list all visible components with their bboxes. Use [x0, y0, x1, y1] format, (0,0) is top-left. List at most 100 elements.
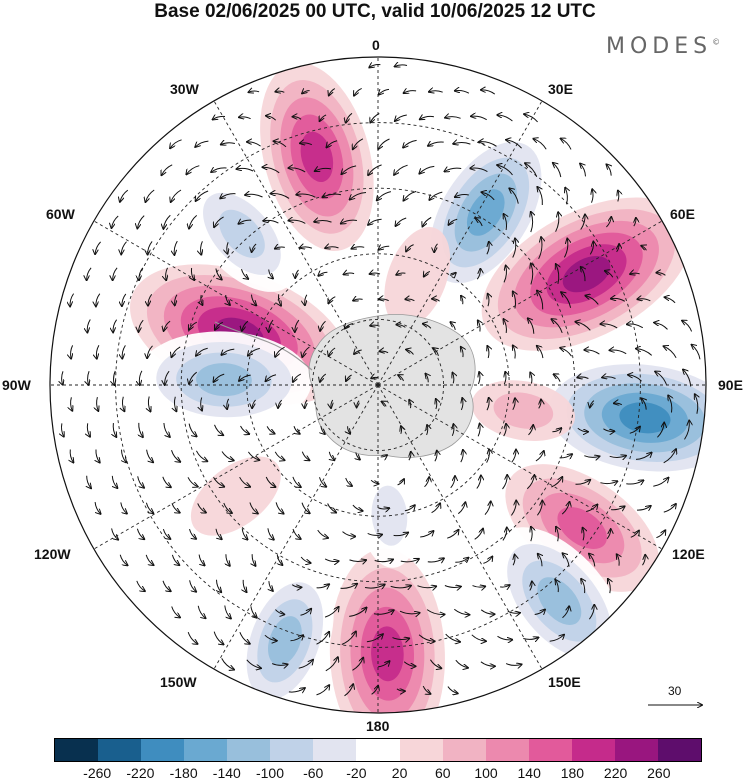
wind-vector — [341, 220, 357, 223]
wind-vector — [447, 530, 458, 539]
wind-vector — [252, 399, 256, 408]
wind-vector — [396, 273, 406, 275]
wind-vector — [630, 531, 639, 538]
wind-vector — [223, 502, 232, 513]
wind-vector — [275, 91, 285, 92]
wind-vector — [537, 291, 544, 310]
wind-vector — [617, 244, 620, 253]
wind-vector — [353, 299, 363, 301]
wind-vector — [201, 294, 203, 305]
wind-vector — [435, 451, 437, 462]
wind-vector — [603, 428, 614, 432]
colorbar-swatch — [98, 739, 142, 761]
wind-vector — [552, 319, 563, 334]
wind-vector — [455, 558, 468, 563]
wind-vector — [329, 88, 336, 96]
wind-vector — [288, 220, 306, 224]
wind-vector — [187, 631, 197, 644]
wind-vector — [561, 139, 572, 150]
wind-vector — [419, 165, 435, 173]
wind-vector — [552, 428, 561, 432]
wind-vector — [327, 140, 338, 148]
wind-vector — [434, 243, 438, 252]
wind-vector — [396, 325, 406, 328]
wind-vector — [112, 215, 119, 228]
wind-vector — [146, 449, 154, 463]
wind-vector — [531, 527, 532, 542]
wind-vector — [113, 267, 118, 280]
wind-vector — [341, 632, 356, 645]
wind-vector — [353, 138, 364, 149]
wind-vector — [275, 247, 285, 249]
wind-vector — [617, 554, 619, 566]
wind-vector — [513, 398, 515, 410]
wind-vector — [609, 456, 626, 458]
wind-vector — [445, 117, 461, 119]
wind-vector — [627, 324, 644, 329]
wind-vector — [295, 269, 299, 278]
wind-vector — [250, 606, 257, 617]
anomaly-cell — [417, 126, 554, 299]
wind-vector — [379, 246, 390, 249]
wind-vector — [315, 168, 332, 171]
colorbar-tick-label: 220 — [603, 765, 628, 781]
wind-vector — [237, 168, 254, 172]
anomaly-cell — [187, 175, 297, 292]
wind-vector — [403, 139, 417, 147]
wind-vector — [145, 502, 153, 513]
wind-vector — [214, 216, 224, 227]
wind-vector — [432, 299, 440, 301]
wind-vector — [395, 114, 407, 121]
wind-vector — [148, 241, 153, 254]
wind-vector — [302, 91, 310, 94]
colorbar-tick-label: 100 — [474, 765, 498, 781]
wind-vector — [497, 635, 513, 640]
colorbar-swatch — [442, 739, 486, 761]
colorbar-tick-label: -20 — [346, 765, 367, 781]
wind-vector — [305, 399, 308, 408]
wind-vector — [478, 372, 480, 385]
wind-vector — [243, 579, 246, 592]
wind-vector — [471, 634, 486, 641]
wind-vector — [461, 296, 463, 305]
anomaly-cell — [235, 565, 334, 713]
colorbar-tick-label: 180 — [560, 765, 585, 781]
wind-vector — [403, 661, 415, 667]
wind-vector — [269, 319, 274, 332]
wind-vector — [455, 90, 470, 94]
wind-vector — [242, 320, 249, 331]
wind-vector — [122, 345, 126, 358]
wind-vector — [455, 659, 468, 668]
wind-vector — [221, 658, 234, 669]
wind-vector — [370, 325, 380, 326]
wind-vector — [378, 508, 389, 509]
wind-vector — [148, 293, 153, 305]
wind-vector — [528, 318, 535, 334]
wind-vector — [608, 579, 610, 594]
wind-vector — [166, 267, 168, 280]
wind-vector — [320, 114, 327, 121]
wind-vector — [171, 503, 180, 512]
wind-vector — [329, 451, 334, 460]
wind-vector — [122, 396, 124, 411]
wind-vector — [531, 212, 533, 233]
wind-vector — [170, 139, 182, 148]
wind-vector — [316, 685, 330, 696]
meridian-line — [213, 100, 379, 386]
wind-vector — [476, 218, 483, 227]
wind-vector — [350, 192, 367, 200]
wind-vector — [400, 559, 419, 562]
colorbar-tick-label: 60 — [435, 765, 451, 781]
wind-vector — [201, 397, 202, 411]
wind-vector — [290, 635, 304, 642]
wind-vector — [584, 456, 599, 458]
colorbar — [54, 738, 702, 762]
wind-vector — [296, 194, 316, 198]
wind-vector — [324, 607, 339, 618]
colorbar-swatch — [141, 739, 185, 761]
wind-vector — [331, 399, 333, 408]
wind-vector — [324, 558, 339, 562]
wind-vector — [502, 475, 508, 490]
lon-label-120e: 120E — [672, 546, 705, 562]
lon-label-60w: 60W — [46, 206, 75, 222]
